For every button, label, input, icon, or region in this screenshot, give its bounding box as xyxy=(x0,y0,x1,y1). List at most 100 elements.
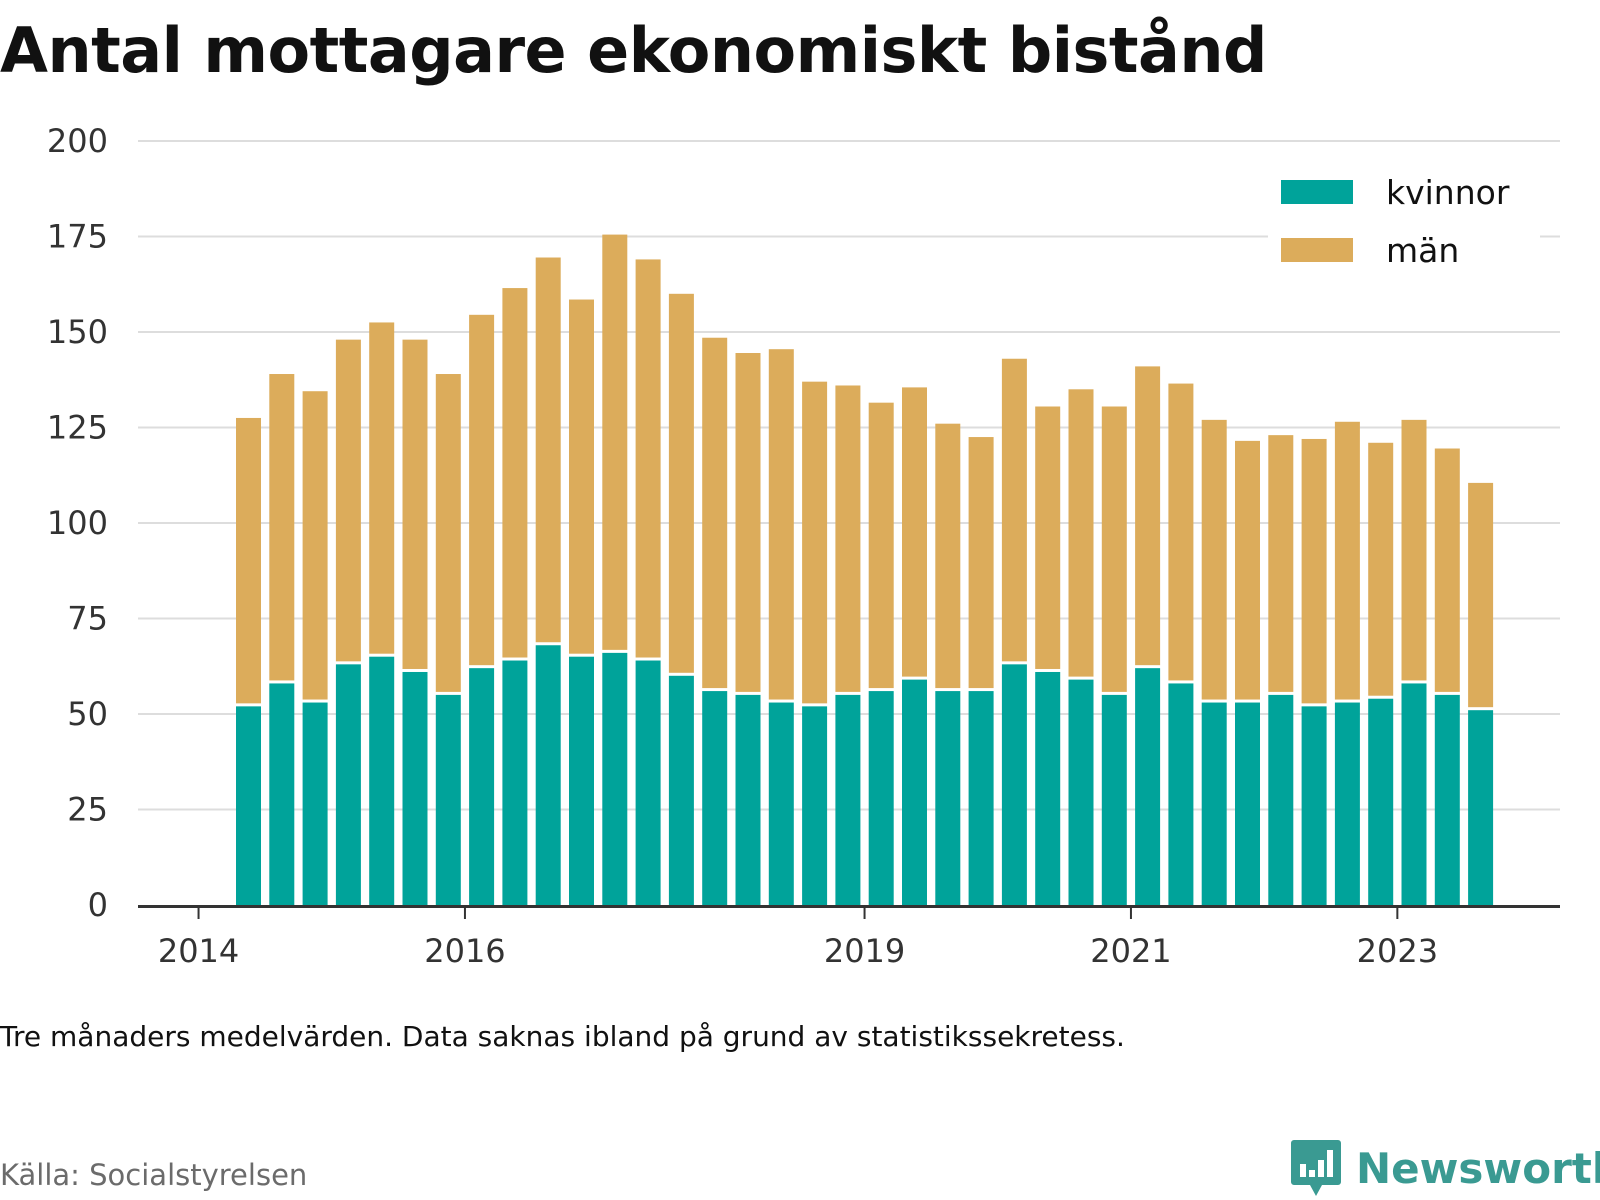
bar-kvinnor xyxy=(435,694,461,905)
bar-kvinnor xyxy=(1468,710,1494,905)
bar-man xyxy=(668,293,694,673)
newsworthy-logo-icon xyxy=(1291,1140,1341,1196)
y-tick-label: 75 xyxy=(67,600,108,638)
bar-man xyxy=(1301,438,1327,704)
bar-man xyxy=(1235,440,1260,700)
bar-kvinnor xyxy=(902,679,927,905)
y-tick-label: 50 xyxy=(67,695,108,733)
bar-kvinnor xyxy=(735,694,761,905)
bar-kvinnor xyxy=(302,702,328,905)
bar-man xyxy=(802,381,828,704)
bar-man xyxy=(1068,389,1094,677)
bar-kvinnor xyxy=(768,702,794,905)
bar-man xyxy=(835,385,861,692)
bar-man xyxy=(435,374,461,692)
y-axis-ticks: 0 25 50 75 100 125 150 175 200 xyxy=(47,122,108,924)
bar-man xyxy=(335,339,361,662)
y-tick-label: 125 xyxy=(47,409,108,447)
bar-kvinnor xyxy=(1434,694,1460,905)
bar-man xyxy=(369,322,395,654)
bar-man xyxy=(502,288,528,658)
bar-kvinnor xyxy=(236,706,261,905)
x-axis-ticks: 2014 2016 2019 2021 2023 xyxy=(158,906,1438,970)
bar-man xyxy=(1401,419,1427,681)
bar-kvinnor xyxy=(535,645,561,905)
legend-swatch-man xyxy=(1281,238,1353,262)
y-tick-label: 150 xyxy=(47,313,108,351)
bar-kvinnor xyxy=(1235,702,1260,905)
bar-man xyxy=(1368,442,1394,696)
bar-man xyxy=(968,437,994,689)
y-tick-label: 100 xyxy=(47,504,108,542)
bar-man xyxy=(735,353,761,692)
bar-man xyxy=(402,339,428,669)
bar-kvinnor xyxy=(1368,698,1394,905)
bar-man xyxy=(569,299,594,654)
bar-kvinnor xyxy=(569,656,594,905)
bar-kvinnor xyxy=(1301,706,1327,905)
bar-man xyxy=(768,349,794,700)
x-tick-label: 2023 xyxy=(1357,932,1438,970)
bar-kvinnor xyxy=(402,671,428,905)
bar-kvinnor xyxy=(602,652,628,905)
bar-man xyxy=(302,391,328,700)
bar-kvinnor xyxy=(868,691,894,905)
legend-swatch-kvinnor xyxy=(1281,180,1353,204)
legend-label-man: män xyxy=(1386,231,1459,270)
bar-kvinnor xyxy=(1101,694,1127,905)
bar-kvinnor xyxy=(1035,671,1061,905)
bar-man xyxy=(236,417,261,704)
bar-kvinnor xyxy=(1268,694,1294,905)
bar-man xyxy=(1101,406,1127,692)
bar-man xyxy=(1001,358,1027,662)
chart-note: Tre månaders medelvärden. Data saknas ib… xyxy=(0,1020,1125,1053)
legend: kvinnor män xyxy=(1268,160,1540,280)
bar-kvinnor xyxy=(702,691,728,905)
bar-kvinnor xyxy=(1168,683,1194,905)
bars xyxy=(236,234,1494,905)
bar-kvinnor xyxy=(1401,683,1427,905)
bar-kvinnor xyxy=(1001,664,1027,905)
y-tick-label: 0 xyxy=(88,886,108,924)
bar-man xyxy=(635,259,661,658)
x-tick-label: 2014 xyxy=(158,932,239,970)
bar-man xyxy=(1168,383,1194,681)
bar-man xyxy=(269,374,295,681)
y-tick-label: 25 xyxy=(67,791,108,829)
y-tick-label: 175 xyxy=(47,218,108,256)
chart-title: Antal mottagare ekonomiskt bistånd xyxy=(0,14,1267,87)
source-text: Källa: Socialstyrelsen xyxy=(0,1158,308,1192)
legend-label-kvinnor: kvinnor xyxy=(1386,173,1510,212)
bar-kvinnor xyxy=(369,656,395,905)
brand-name: Newsworthy xyxy=(1356,1143,1600,1193)
bar-kvinnor xyxy=(1334,702,1360,905)
bar-kvinnor xyxy=(469,668,495,905)
bar-man xyxy=(1468,482,1494,708)
bar-man xyxy=(868,402,894,689)
bar-kvinnor xyxy=(1135,668,1161,905)
bar-man xyxy=(1035,406,1061,669)
bar-kvinnor xyxy=(269,683,295,905)
bar-man xyxy=(1201,419,1227,700)
bar-man xyxy=(1135,366,1161,666)
x-tick-label: 2021 xyxy=(1090,932,1171,970)
bar-kvinnor xyxy=(335,664,361,905)
bar-kvinnor xyxy=(968,691,994,905)
bar-man xyxy=(469,314,495,666)
bar-kvinnor xyxy=(1201,702,1227,905)
bar-man xyxy=(702,337,728,689)
bar-man xyxy=(535,257,561,643)
x-tick-label: 2019 xyxy=(824,932,905,970)
bar-man xyxy=(602,234,628,650)
bar-kvinnor xyxy=(802,706,828,905)
y-tick-label: 200 xyxy=(47,122,108,160)
bar-man xyxy=(1434,448,1460,692)
bar-kvinnor xyxy=(635,660,661,905)
x-tick-label: 2016 xyxy=(424,932,505,970)
bar-man xyxy=(902,387,927,677)
bar-kvinnor xyxy=(935,691,961,905)
brand[interactable]: Newsworthy xyxy=(1290,1138,1600,1198)
bar-kvinnor xyxy=(502,660,528,905)
bar-man xyxy=(935,423,961,689)
